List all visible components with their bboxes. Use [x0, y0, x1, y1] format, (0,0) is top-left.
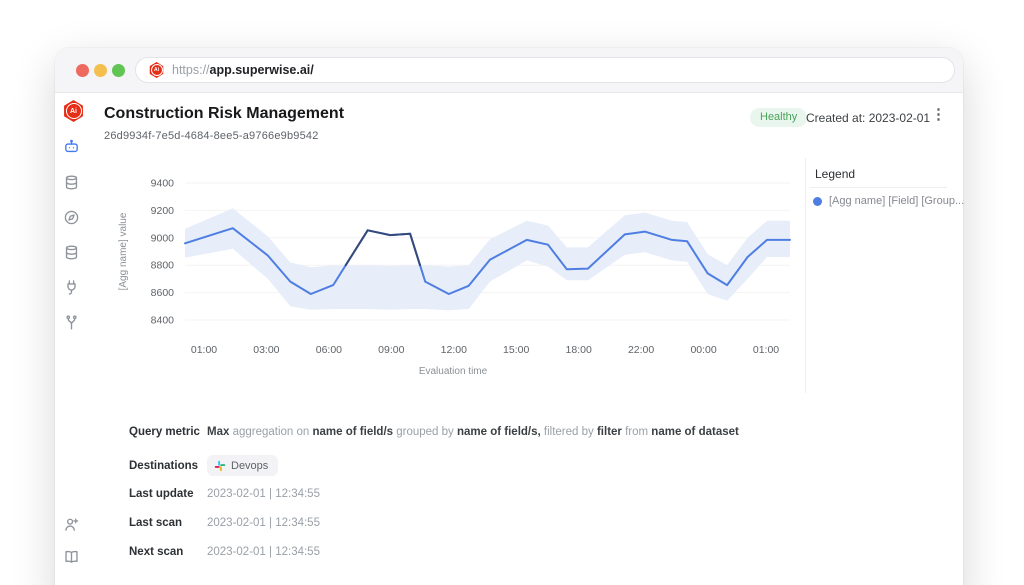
status-badge: Healthy	[750, 108, 808, 127]
svg-text:9000: 9000	[151, 232, 175, 244]
destination-chip[interactable]: Devops	[207, 455, 279, 476]
svg-text:01:00: 01:00	[753, 344, 779, 356]
last-scan-row: Last scan 2023-02-01 | 12:34:55	[129, 517, 320, 529]
destinations-label: Destinations	[129, 459, 199, 472]
legend-divider	[810, 187, 947, 188]
legend-series-label: [Agg name] [Field] [Group...	[829, 195, 965, 207]
svg-text:03:00: 03:00	[253, 344, 279, 356]
database2-icon[interactable]	[63, 244, 80, 261]
last-update-value: 2023-02-01 | 12:34:55	[207, 488, 320, 500]
svg-text:12:00: 12:00	[441, 344, 467, 356]
traffic-light-minimize-icon[interactable]	[94, 64, 107, 77]
svg-text:01:00: 01:00	[191, 344, 217, 356]
legend-series-dot-icon	[813, 196, 822, 206]
database-icon[interactable]	[63, 174, 80, 191]
compass-icon[interactable]	[63, 209, 80, 226]
query-metric-row: Query metric Max aggregation on name of …	[129, 426, 739, 438]
model-uuid: 26d9934f-7e5d-4684-8ee5-a9766e9b9542	[104, 130, 319, 142]
docs-book-icon[interactable]	[63, 548, 80, 565]
svg-text:[Agg name] value: [Agg name] value	[118, 212, 129, 290]
traffic-light-zoom-icon[interactable]	[112, 64, 125, 77]
page-title: Construction Risk Management	[104, 105, 345, 122]
query-metric-value: Max aggregation on name of field/s group…	[207, 426, 739, 438]
last-scan-value: 2023-02-01 | 12:34:55	[207, 517, 320, 529]
svg-text:06:00: 06:00	[316, 344, 342, 356]
bot-icon[interactable]	[63, 138, 80, 155]
favicon-superwise-icon: Ai	[149, 62, 164, 78]
superwise-logo-icon[interactable]: Ai	[64, 100, 83, 122]
svg-text:8400: 8400	[151, 315, 175, 327]
url-bar[interactable]: Ai https://app.superwise.ai/	[135, 57, 955, 83]
svg-text:09:00: 09:00	[378, 344, 404, 356]
legend-vertical-divider	[805, 158, 806, 393]
next-scan-label: Next scan	[129, 546, 184, 558]
destination-chip-label: Devops	[231, 459, 269, 472]
branch-icon[interactable]	[63, 314, 80, 331]
traffic-light-close-icon[interactable]	[76, 64, 89, 77]
invite-user-icon[interactable]	[63, 516, 80, 533]
svg-text:15:00: 15:00	[503, 344, 529, 356]
svg-text:9200: 9200	[151, 205, 175, 217]
slack-icon	[214, 460, 226, 471]
url-text: https://app.superwise.ai/	[172, 63, 314, 77]
svg-text:18:00: 18:00	[566, 344, 592, 356]
query-metric-label: Query metric	[129, 426, 200, 438]
last-update-label: Last update	[129, 488, 194, 500]
svg-text:22:00: 22:00	[628, 344, 654, 356]
last-scan-label: Last scan	[129, 517, 183, 529]
legend-title: Legend	[815, 167, 856, 181]
plug-icon[interactable]	[63, 279, 80, 296]
browser-window: Ai https://app.superwise.ai/ Ai	[55, 48, 964, 585]
svg-text:8600: 8600	[151, 287, 175, 299]
svg-text:9400: 9400	[151, 178, 175, 190]
svg-text:8800: 8800	[151, 260, 175, 272]
next-scan-row: Next scan 2023-02-01 | 12:34:55	[129, 546, 320, 558]
svg-text:Evaluation time: Evaluation time	[419, 366, 488, 377]
kebab-menu-icon[interactable]: ⋮	[931, 106, 946, 123]
next-scan-value: 2023-02-01 | 12:34:55	[207, 546, 320, 558]
destinations-row: Destinations Devops	[129, 455, 279, 476]
metric-line-chart: 9400 9200 9000 8800 8600 8400 01:00 03:00 06:00 0…	[118, 178, 791, 377]
created-at-text: Created at: 2023-02-01	[806, 111, 931, 125]
last-update-row: Last update 2023-02-01 | 12:34:55	[129, 488, 320, 500]
svg-text:00:00: 00:00	[690, 344, 716, 356]
browser-chrome-bar: Ai https://app.superwise.ai/	[55, 48, 963, 93]
legend-item[interactable]: [Agg name] [Field] [Group...	[813, 195, 964, 207]
